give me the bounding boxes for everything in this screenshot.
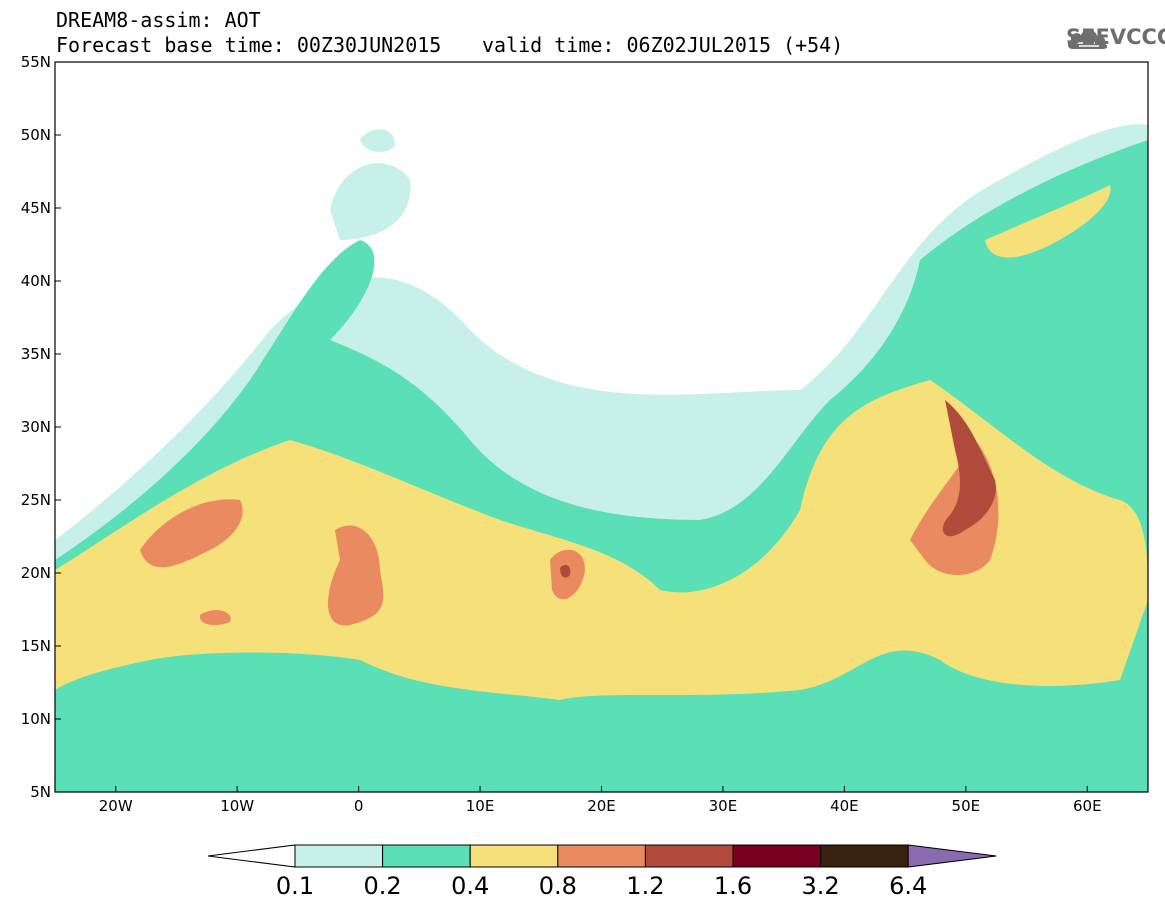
lon-tick-label: 50E	[952, 797, 981, 815]
lon-tick-label: 30E	[709, 797, 738, 815]
lon-tick-label: 20W	[99, 797, 133, 815]
colorbar-label: 3.2	[801, 872, 840, 900]
lat-tick-label: 50N	[21, 126, 51, 144]
colorbar-label: 0.2	[363, 872, 402, 900]
colorbar-label: 6.4	[889, 872, 928, 900]
aot-band-1.2	[942, 400, 996, 537]
aot-band-0.4	[55, 380, 1148, 700]
colorbar-box	[469, 844, 559, 868]
lat-tick-label: 20N	[21, 564, 51, 582]
colorbar-high-arrow	[907, 844, 997, 868]
aot-contours	[55, 124, 1148, 792]
lon-tick-label: 10W	[220, 797, 254, 815]
colorbar-box	[732, 844, 822, 868]
lat-tick-label: 5N	[30, 783, 51, 801]
lat-tick-label: 30N	[21, 418, 51, 436]
lon-tick-label: 20E	[587, 797, 616, 815]
colorbar-label: 0.8	[538, 872, 577, 900]
colorbar-low-arrow	[207, 844, 296, 868]
lat-tick-label: 25N	[21, 491, 51, 509]
colorbar-box	[294, 844, 384, 868]
longitude-ticks: 20W 10W 0 10E 20E 30E 40E 50E 60E	[99, 786, 1102, 815]
map-title: DREAM8-assim: AOT	[56, 8, 261, 32]
colorbar-box	[382, 844, 471, 868]
lon-tick-label: 40E	[830, 797, 859, 815]
lat-tick-label: 40N	[21, 272, 51, 290]
colorbar-box	[557, 844, 646, 868]
lat-tick-label: 10N	[21, 710, 51, 728]
lon-tick-label: 10E	[466, 797, 495, 815]
forecast-base-time: Forecast base time: 00Z30JUN2015	[56, 33, 442, 57]
colorbar-label: 0.4	[451, 872, 490, 900]
logo-text: SEEVCCC	[1066, 25, 1165, 49]
latitude-ticks: 5N 10N 15N 20N 25N 30N 35N 40N 45N 50N 55N	[21, 53, 61, 801]
lat-tick-label: 15N	[21, 637, 51, 655]
colorbar	[207, 844, 997, 868]
colorbar-box	[644, 844, 734, 868]
lon-tick-label: 0	[354, 797, 364, 815]
lat-tick-label: 45N	[21, 199, 51, 217]
colorbar-label: 1.6	[713, 872, 753, 900]
aot-band-0.8	[140, 499, 243, 568]
lon-tick-label: 60E	[1073, 797, 1102, 815]
colorbar-label: 1.2	[626, 872, 665, 900]
colorbar-label: 0.1	[275, 872, 315, 900]
lat-tick-label: 35N	[21, 345, 51, 363]
colorbar-box	[820, 844, 909, 868]
valid-time: valid time: 06Z02JUL2015 (+54)	[482, 33, 844, 57]
lat-tick-label: 55N	[21, 53, 51, 71]
cloud-icon	[1067, 29, 1108, 49]
